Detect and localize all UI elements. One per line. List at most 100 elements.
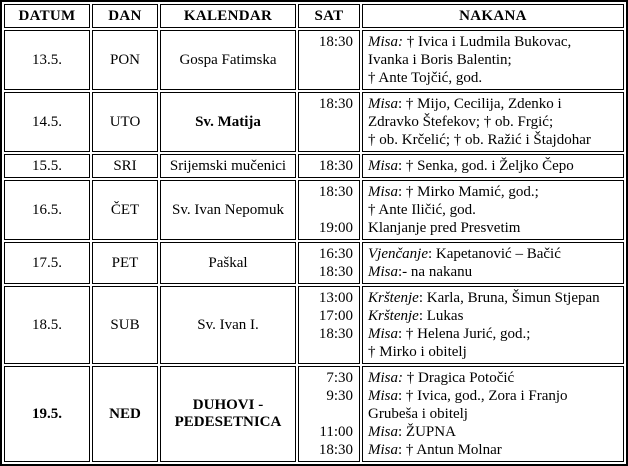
nakana-line: Krštenje: Lukas	[368, 308, 464, 324]
col-header-dan: DAN	[92, 4, 158, 28]
sat-time	[301, 405, 353, 423]
sat-time	[301, 113, 353, 131]
nakana-line: Misa: † Helena Jurić, god.;	[368, 326, 531, 342]
cell-datum: 15.5.	[4, 154, 90, 178]
sat-time: 18:30	[318, 442, 353, 458]
sat-time: 11:00	[319, 424, 353, 440]
sat-time	[301, 201, 353, 219]
nakana-line: Misa: † Senka, god. i Željko Čepo	[368, 158, 574, 174]
sat-time: 13:00	[318, 290, 353, 306]
rite-label: Krštenje	[368, 290, 419, 306]
cell-sat: 13:00 17:00 18:30	[298, 286, 360, 364]
nakana-line: Misa: † Mijo, Cecilija, Zdenko i	[368, 96, 562, 112]
cell-kalendar: DUHOVI - PEDESETNICA	[160, 366, 296, 462]
col-header-sat: SAT	[298, 4, 360, 28]
table-row: 13.5. PON Gospa Fatimska 18:30 Misa: † Ivica…	[4, 30, 624, 90]
rite-label: Misa	[368, 158, 398, 174]
header-row: DATUM DAN KALENDAR SAT NAKANA	[4, 4, 624, 28]
cell-nakana: Vjenčanje: Kapetanović – Bačić Misa:- na …	[362, 242, 624, 284]
cell-datum: 17.5.	[4, 242, 90, 284]
sat-time: 18:30	[318, 184, 353, 200]
cell-kalendar: Gospa Fatimska	[160, 30, 296, 90]
cell-sat: 18:30	[298, 92, 360, 152]
sat-time: 16:30	[318, 246, 353, 262]
rite-label: Vjenčanje	[368, 246, 428, 262]
cell-datum: 16.5.	[4, 180, 90, 240]
table-row: 16.5. ČET Sv. Ivan Nepomuk 18:30 19:00 Misa: …	[4, 180, 624, 240]
nakana-line: Misa: † Ivica, god., Zora i Franjo	[368, 388, 568, 404]
sat-time	[301, 131, 353, 149]
nakana-line: Klanjanje pred Presvetim	[368, 220, 521, 236]
rite-label: Misa	[368, 442, 398, 458]
nakana-line: Misa: † Dragica Potočić	[368, 370, 515, 386]
cell-dan: ČET	[92, 180, 158, 240]
sat-time	[301, 343, 353, 361]
sat-time: 18:30	[318, 158, 353, 174]
nakana-line: Misa: † Ivica i Ludmila Bukovac,	[368, 34, 572, 50]
nakana-line: Misa: † Antun Molnar	[368, 442, 502, 458]
col-header-nakana: NAKANA	[362, 4, 624, 28]
table-row: 18.5. SUB Sv. Ivan I. 13:00 17:00 18:30 Kršten…	[4, 286, 624, 364]
rite-label: Misa	[368, 264, 398, 280]
cell-dan: PON	[92, 30, 158, 90]
sat-time: 18:30	[318, 96, 353, 112]
table-row: 17.5. PET Paškal 16:30 18:30 Vjenčanje: Kapet…	[4, 242, 624, 284]
col-header-kalendar: KALENDAR	[160, 4, 296, 28]
cell-sat: 16:30 18:30	[298, 242, 360, 284]
rite-label: Krštenje	[368, 308, 419, 324]
cell-nakana: Misa: † Senka, god. i Željko Čepo	[362, 154, 624, 178]
table-row: 15.5. SRI Srijemski mučenici 18:30 Misa: † S…	[4, 154, 624, 178]
cell-sat: 7:30 9:30 11:00 18:30	[298, 366, 360, 462]
nakana-line: Krštenje: Karla, Bruna, Šimun Stjepan	[368, 290, 600, 306]
nakana-line: † ob. Krčelić; † ob. Ražić i Štajdohar	[368, 132, 591, 148]
nakana-line: Grubeša i obitelj	[368, 406, 468, 422]
cell-nakana: Krštenje: Karla, Bruna, Šimun Stjepan Krš…	[362, 286, 624, 364]
sat-time: 18:30	[318, 326, 353, 342]
cell-datum: 13.5.	[4, 30, 90, 90]
cell-dan: PET	[92, 242, 158, 284]
sat-time: 18:30	[318, 34, 353, 50]
table-row: 14.5. UTO Sv. Matija 18:30 Misa: † Mijo, Cec…	[4, 92, 624, 152]
cell-sat: 18:30	[298, 154, 360, 178]
cell-datum: 14.5.	[4, 92, 90, 152]
cell-dan: SRI	[92, 154, 158, 178]
cell-nakana: Misa: † Mijo, Cecilija, Zdenko i Zdravko …	[362, 92, 624, 152]
sat-time: 7:30	[326, 370, 353, 386]
sat-time: 18:30	[318, 264, 353, 280]
table-row: 19.5. NED DUHOVI - PEDESETNICA 7:30 9:30 11:0…	[4, 366, 624, 462]
cell-kalendar: Sv. Matija	[160, 92, 296, 152]
sat-time: 9:30	[326, 388, 353, 404]
rite-label: Misa:	[368, 34, 403, 50]
sat-time: 17:00	[318, 308, 353, 324]
rite-label: Misa:	[368, 370, 403, 386]
nakana-line: Vjenčanje: Kapetanović – Bačić	[368, 246, 561, 262]
nakana-line: † Ante Iličić, god.	[368, 202, 476, 218]
nakana-line: Zdravko Štefekov; † ob. Frgić;	[368, 114, 554, 130]
sat-time: 19:00	[318, 220, 353, 236]
cell-datum: 18.5.	[4, 286, 90, 364]
cell-sat: 18:30	[298, 30, 360, 90]
cell-kalendar: Paškal	[160, 242, 296, 284]
nakana-line: † Ante Tojčić, god.	[368, 70, 483, 86]
nakana-line: Misa: ŽUPNA	[368, 424, 456, 440]
sat-time	[301, 51, 353, 69]
nakana-line: Ivanka i Boris Balentin;	[368, 52, 512, 68]
nakana-line: Misa:- na nakanu	[368, 264, 473, 280]
cell-dan: SUB	[92, 286, 158, 364]
cell-kalendar: Sv. Ivan I.	[160, 286, 296, 364]
rite-label: Misa	[368, 326, 398, 342]
col-header-datum: DATUM	[4, 4, 90, 28]
cell-kalendar: Srijemski mučenici	[160, 154, 296, 178]
cell-nakana: Misa: † Dragica Potočić Misa: † Ivica, go…	[362, 366, 624, 462]
nakana-line: Misa: † Mirko Mamić, god.;	[368, 184, 539, 200]
cell-sat: 18:30 19:00	[298, 180, 360, 240]
rite-label: Misa	[368, 388, 398, 404]
rite-label: Misa	[368, 184, 398, 200]
rite-label: Misa	[368, 424, 398, 440]
schedule-table-body: 13.5. PON Gospa Fatimska 18:30 Misa: † Ivica…	[4, 30, 624, 462]
cell-dan: UTO	[92, 92, 158, 152]
sat-time	[301, 69, 353, 87]
rite-label: Misa	[368, 96, 398, 112]
nakana-line: † Mirko i obitelj	[368, 344, 467, 360]
